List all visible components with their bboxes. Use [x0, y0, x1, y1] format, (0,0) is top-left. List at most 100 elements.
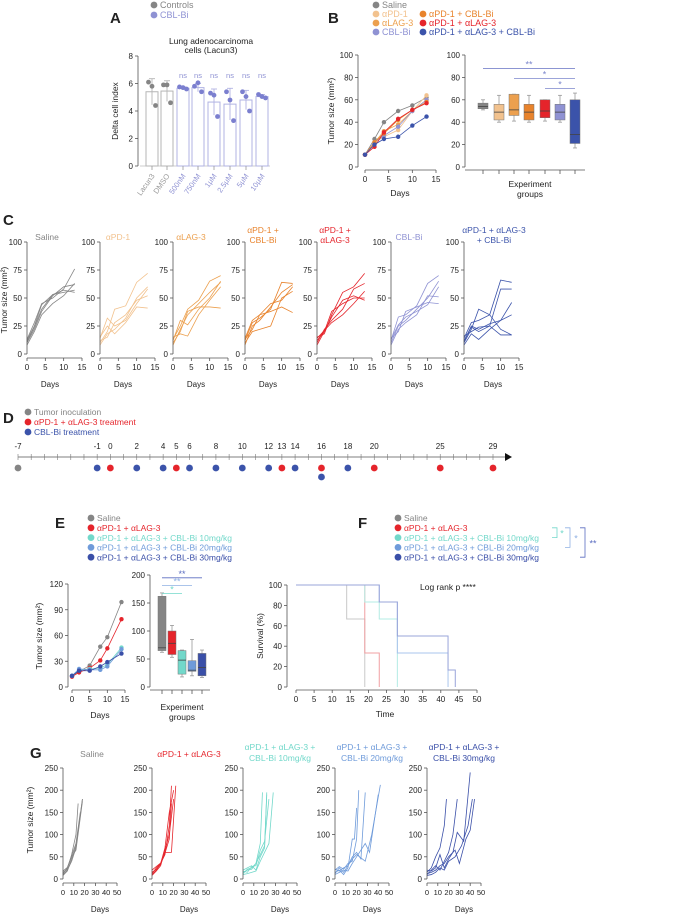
x-axis: 0 5 10 15: [462, 357, 524, 372]
x-axis-label: Days: [331, 380, 349, 389]
chart-title: Lung adenocarcinoma: [169, 36, 253, 46]
individual-line: [426, 772, 471, 872]
significance-bracket: **: [162, 569, 202, 579]
series: [362, 100, 429, 157]
y-tick-label: 150: [409, 808, 423, 817]
y-tick-label: 0: [382, 350, 387, 359]
y-tick-label: 20: [451, 141, 460, 150]
box-iqr: [197, 653, 207, 677]
y-tick-label: 0: [54, 875, 59, 884]
x-tick-label: 10: [408, 175, 417, 184]
panel-letter: E: [55, 515, 65, 532]
legend-item: CBL-Bi: [150, 10, 189, 20]
data-point: [119, 616, 124, 622]
subplot-title: CBL-Bi 30mg/kg: [433, 753, 495, 763]
legend-item: αPD-1 + αLAG-3 + CBL-Bi 10mg/kg: [394, 533, 539, 543]
box: [539, 99, 551, 174]
y-tick-label: 200: [225, 786, 239, 795]
panel-letter: C: [3, 212, 14, 229]
x-axis-label: Days: [484, 380, 502, 389]
x-axis-label: Days: [271, 905, 289, 914]
x-tick-label: 10: [342, 888, 350, 897]
individual-line: [26, 289, 75, 342]
y-tick-label: 100: [269, 581, 283, 590]
x-axis-label: groups: [517, 189, 543, 199]
y-tick-label: 0: [59, 683, 64, 692]
x-tick-label: 15: [442, 363, 451, 372]
significance-label: **: [525, 59, 533, 69]
data-point: [184, 86, 189, 92]
subplot-title: αPD-1 + αLAG-3: [462, 225, 526, 235]
legend-marker-icon: [419, 28, 427, 36]
data-point: [164, 82, 170, 88]
box-iqr: [187, 660, 197, 672]
y-tick-label: 60: [273, 622, 282, 631]
box: [197, 649, 207, 694]
x-tick-label: 40: [191, 888, 199, 897]
event-marker: [278, 464, 286, 472]
y-tick-label: 25: [159, 322, 168, 331]
individual-line: [244, 284, 293, 346]
individual-line: [26, 289, 75, 341]
category-label: Lacun3: [135, 172, 156, 197]
individual-line: [99, 295, 148, 341]
bar: [255, 96, 269, 167]
legend-marker-icon: [394, 534, 402, 541]
box-iqr: [508, 93, 520, 116]
box: [477, 99, 489, 174]
box-iqr: [569, 99, 581, 144]
x-tick-label: 30: [91, 888, 99, 897]
data-point: [105, 664, 110, 669]
data-point: [395, 108, 401, 114]
y-axis: 0 25 50 75 100: [299, 238, 318, 359]
x-tick-label: 0: [150, 888, 154, 897]
legend-item: αPD-1: [372, 9, 408, 19]
y-tick-label: 0: [234, 875, 239, 884]
subplot-title: αPD-1 + αLAG-3 +: [337, 742, 408, 752]
box: [157, 592, 167, 694]
data-point: [195, 80, 201, 86]
data-point: [395, 124, 401, 129]
data-point: [98, 644, 103, 649]
bracket-line: [580, 527, 586, 558]
y-tick-label: 50: [377, 294, 386, 303]
y-tick-label: 200: [132, 571, 146, 580]
box-iqr: [477, 102, 489, 110]
significance-label: ns: [242, 71, 250, 80]
legend-item: αLAG-3: [372, 18, 413, 28]
x-tick-label: 10: [349, 363, 358, 372]
x-axis-label: Days: [455, 905, 473, 914]
x-tick-label: 50: [473, 695, 482, 704]
day-label: 6: [187, 442, 192, 451]
x-tick-label: 15: [515, 363, 524, 372]
individual-line: [463, 279, 512, 339]
x-tick-label: 40: [374, 888, 382, 897]
event-marker: [489, 464, 497, 472]
legend-label: αPD-1 + αLAG-3 + CBL-Bi 10mg/kg: [97, 533, 232, 543]
individual-line: [390, 295, 439, 346]
significance-label: *: [574, 534, 578, 544]
individual-line: [242, 792, 268, 871]
legend-item: αPD-1 + αLAG-3 + CBL-Bi 30mg/kg: [87, 552, 232, 562]
series-line: [71, 601, 122, 677]
subplot: Days αPD-1 + αLAG-3: [151, 749, 221, 914]
y-axis: 0 25 50 75 100: [227, 238, 246, 359]
data-point: [199, 89, 204, 95]
y-tick-label: 50: [86, 294, 95, 303]
data-point: [105, 646, 110, 651]
y-axis: 0 50 100 150 200 250: [409, 764, 428, 884]
y-axis: 0 25 50 75 100: [373, 238, 392, 359]
significance-label: **: [173, 577, 181, 587]
x-tick-label: 0: [171, 363, 176, 372]
legend-marker-icon: [150, 11, 158, 19]
legend-marker-icon: [372, 19, 380, 27]
individual-line: [172, 275, 221, 340]
day-label: 0: [108, 442, 113, 451]
x-axis-label: groups: [169, 712, 195, 722]
box: [523, 94, 535, 174]
subplot: Days αLAG-3: [172, 232, 222, 389]
y-axis-label: Tumor size (mm²): [25, 786, 35, 853]
legend-label: αPD-1 + αLAG-3 + CBL-Bi: [429, 27, 535, 37]
y-tick-label: 2: [129, 135, 134, 144]
